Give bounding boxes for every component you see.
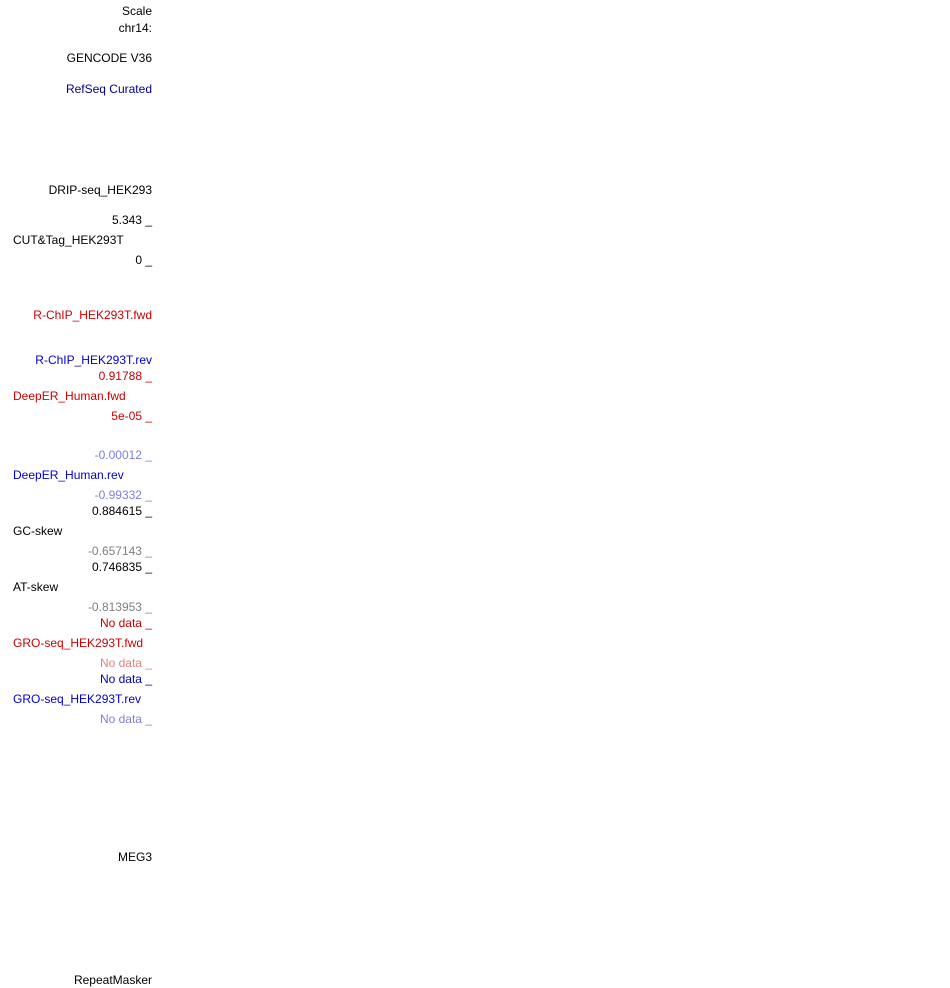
scale-label: Scale — [121, 4, 152, 18]
at-skew-min-value: -0.813953 _ — [87, 600, 152, 614]
track-label-cuttag[interactable]: CUT&Tag_HEK293T — [13, 233, 124, 247]
track-label-at-skew[interactable]: AT-skew — [13, 580, 59, 594]
track-label-panel: Scale chr14: GENCODE V36 RefSeq Curated … — [0, 0, 160, 988]
track-label-gencode[interactable]: GENCODE V36 — [66, 51, 152, 65]
track-label-repeatmasker[interactable]: RepeatMasker — [73, 973, 152, 987]
at-skew-max-value: 0.746835 _ — [91, 560, 152, 574]
gro-fwd-min-value: No data _ — [99, 656, 152, 670]
track-label-gc-skew[interactable]: GC-skew — [13, 524, 63, 538]
gro-fwd-max-value: No data _ — [99, 616, 152, 630]
cuttag-max-value: 5.343 _ — [111, 213, 152, 227]
deeper-rev-min-value: -0.99332 _ — [94, 488, 152, 502]
track-label-deeper-fwd[interactable]: DeepER_Human.fwd — [13, 389, 126, 403]
gc-skew-min-value: -0.657143 _ — [87, 544, 152, 558]
deeper-rev-max-value: -0.00012 _ — [94, 448, 152, 462]
track-label-rchip-fwd[interactable]: R-ChIP_HEK293T.fwd — [33, 308, 152, 322]
track-label-deeper-rev[interactable]: DeepER_Human.rev — [13, 468, 124, 482]
track-label-refseq[interactable]: RefSeq Curated — [65, 82, 152, 96]
genome-browser-image-area[interactable] — [160, 0, 950, 988]
gro-rev-min-value: No data _ — [99, 712, 152, 726]
gc-skew-max-value: 0.884615 _ — [91, 504, 152, 518]
track-label-meg3[interactable]: MEG3 — [117, 850, 152, 864]
track-label-gro-rev[interactable]: GRO-seq_HEK293T.rev — [13, 692, 142, 706]
deeper-fwd-min-value: 5e-05 _ — [111, 409, 152, 423]
gro-rev-max-value: No data _ — [99, 672, 152, 686]
track-label-gro-fwd[interactable]: GRO-seq_HEK293T.fwd — [13, 636, 144, 650]
chrom-label: chr14: — [118, 21, 152, 35]
track-label-rchip-rev[interactable]: R-ChIP_HEK293T.rev — [35, 353, 152, 367]
deeper-fwd-max-value: 0.91788 _ — [98, 369, 152, 383]
cuttag-min-value: 0 _ — [135, 253, 152, 267]
track-label-drip-seq[interactable]: DRIP-seq_HEK293 — [48, 183, 152, 197]
